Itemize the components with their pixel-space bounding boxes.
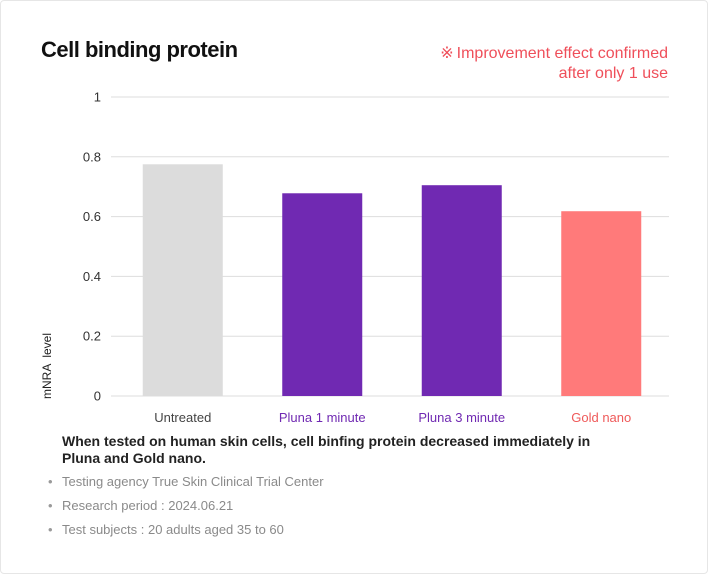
y-tick-label: 0.6	[83, 209, 101, 224]
bar-untreated	[142, 164, 223, 396]
detail-period-text: Research period : 2024.06.21	[62, 498, 234, 513]
bar-chart: 0 0.2 0.4 0.6 0.8 1 Untreated Pluna 1 minute Pl…	[40, 90, 669, 425]
y-axis-label: mNRA level	[40, 333, 54, 399]
y-tick-label: 0.8	[83, 149, 101, 164]
y-axis-ticks: 0 0.2 0.4 0.6 0.8 1	[83, 90, 101, 404]
bars	[142, 164, 642, 396]
detail-item-subjects: • Test subjects : 20 adults aged 35 to 60	[48, 521, 324, 545]
improvement-note: ※ Improvement effect confirmed after only…	[440, 44, 668, 84]
y-tick-label: 0	[94, 389, 101, 404]
y-tick-label: 1	[94, 90, 101, 105]
bullet-icon: •	[48, 474, 53, 489]
bar-gold-nano	[561, 211, 642, 396]
x-category-label: Pluna 3 minute	[418, 410, 505, 425]
bar-pluna-3-minute	[421, 185, 502, 396]
detail-item-period: • Research period : 2024.06.21	[48, 497, 324, 521]
reference-mark: ※	[440, 45, 454, 62]
bar-pluna-1-minute	[282, 193, 363, 396]
improvement-note-text-1: Improvement effect confirmed	[456, 45, 668, 62]
x-category-label: Pluna 1 minute	[279, 410, 366, 425]
detail-item-agency: • Testing agency True Skin Clinical Trial…	[48, 473, 324, 497]
summary-text: When tested on human skin cells, cell bi…	[62, 433, 591, 466]
chart-title: Cell binding protein	[41, 37, 238, 62]
detail-agency-text: Testing agency True Skin Clinical Trial …	[62, 474, 324, 489]
improvement-note-line-2: after only 1 use	[558, 65, 668, 82]
bullet-icon: •	[48, 522, 53, 537]
x-category-label: Untreated	[154, 410, 211, 425]
bullet-icon: •	[48, 498, 53, 513]
y-tick-label: 0.4	[83, 269, 101, 284]
y-tick-label: 0.2	[83, 329, 101, 344]
x-category-label: Gold nano	[571, 410, 631, 425]
x-axis-labels: Untreated Pluna 1 minute Pluna 3 minute Gol…	[154, 410, 631, 425]
improvement-note-line-1: ※ Improvement effect confirmed	[440, 44, 668, 64]
detail-subjects-text: Test subjects : 20 adults aged 35 to 60	[62, 522, 284, 537]
study-details-list: • Testing agency True Skin Clinical Trial…	[48, 473, 324, 545]
